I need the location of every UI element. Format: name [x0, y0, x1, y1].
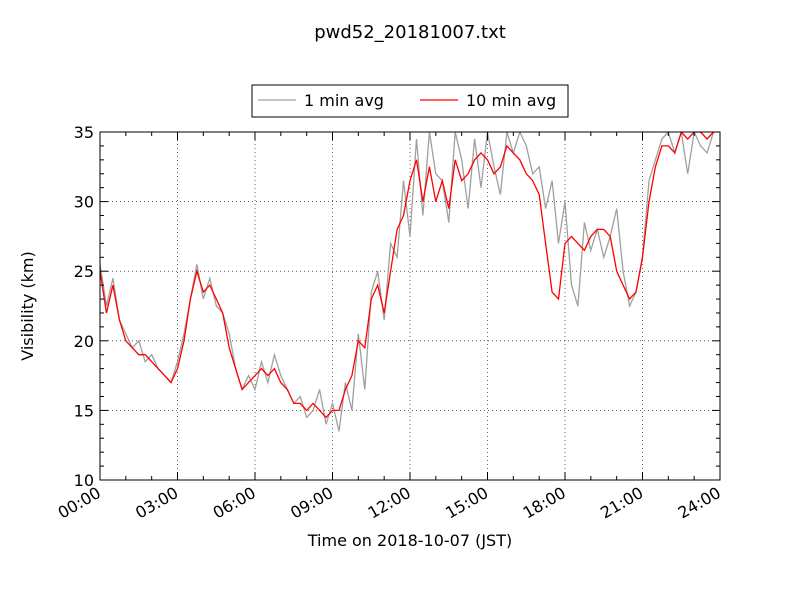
x-tick-label: 06:00: [210, 483, 259, 523]
x-tick-label: 15:00: [442, 483, 491, 523]
y-tick-label: 30: [74, 193, 94, 212]
y-tick-label: 10: [74, 471, 94, 490]
y-tick-label: 35: [74, 123, 94, 142]
x-tick-label: 09:00: [287, 483, 336, 523]
series-line-10-min-avg: [100, 132, 714, 419]
legend-box: [251, 84, 569, 118]
plot-area: [100, 132, 720, 480]
legend-label-10-min-avg: 10 min avg: [466, 91, 556, 110]
y-tick-label: 15: [74, 401, 94, 420]
y-axis-label: Visibility (km): [18, 251, 37, 360]
y-tick-label: 25: [74, 262, 94, 281]
x-tick-label: 21:00: [597, 483, 646, 523]
x-tick-label: 24:00: [675, 483, 724, 523]
x-tick-label: 03:00: [132, 483, 181, 523]
x-tick-label: 18:00: [520, 483, 569, 523]
chart-title: pwd52_20181007.txt: [314, 22, 506, 43]
legend-label-1-min-avg: 1 min avg: [304, 91, 384, 110]
series-line-1-min-avg: [100, 132, 715, 432]
y-axis: 10 15 20 25 30 35: [74, 123, 720, 490]
x-axis-label: Time on 2018-10-07 (JST): [307, 531, 512, 550]
x-tick-label: 12:00: [365, 483, 414, 523]
legend: 1 min avg 10 min avg: [251, 84, 569, 118]
y-tick-label: 20: [74, 332, 94, 351]
